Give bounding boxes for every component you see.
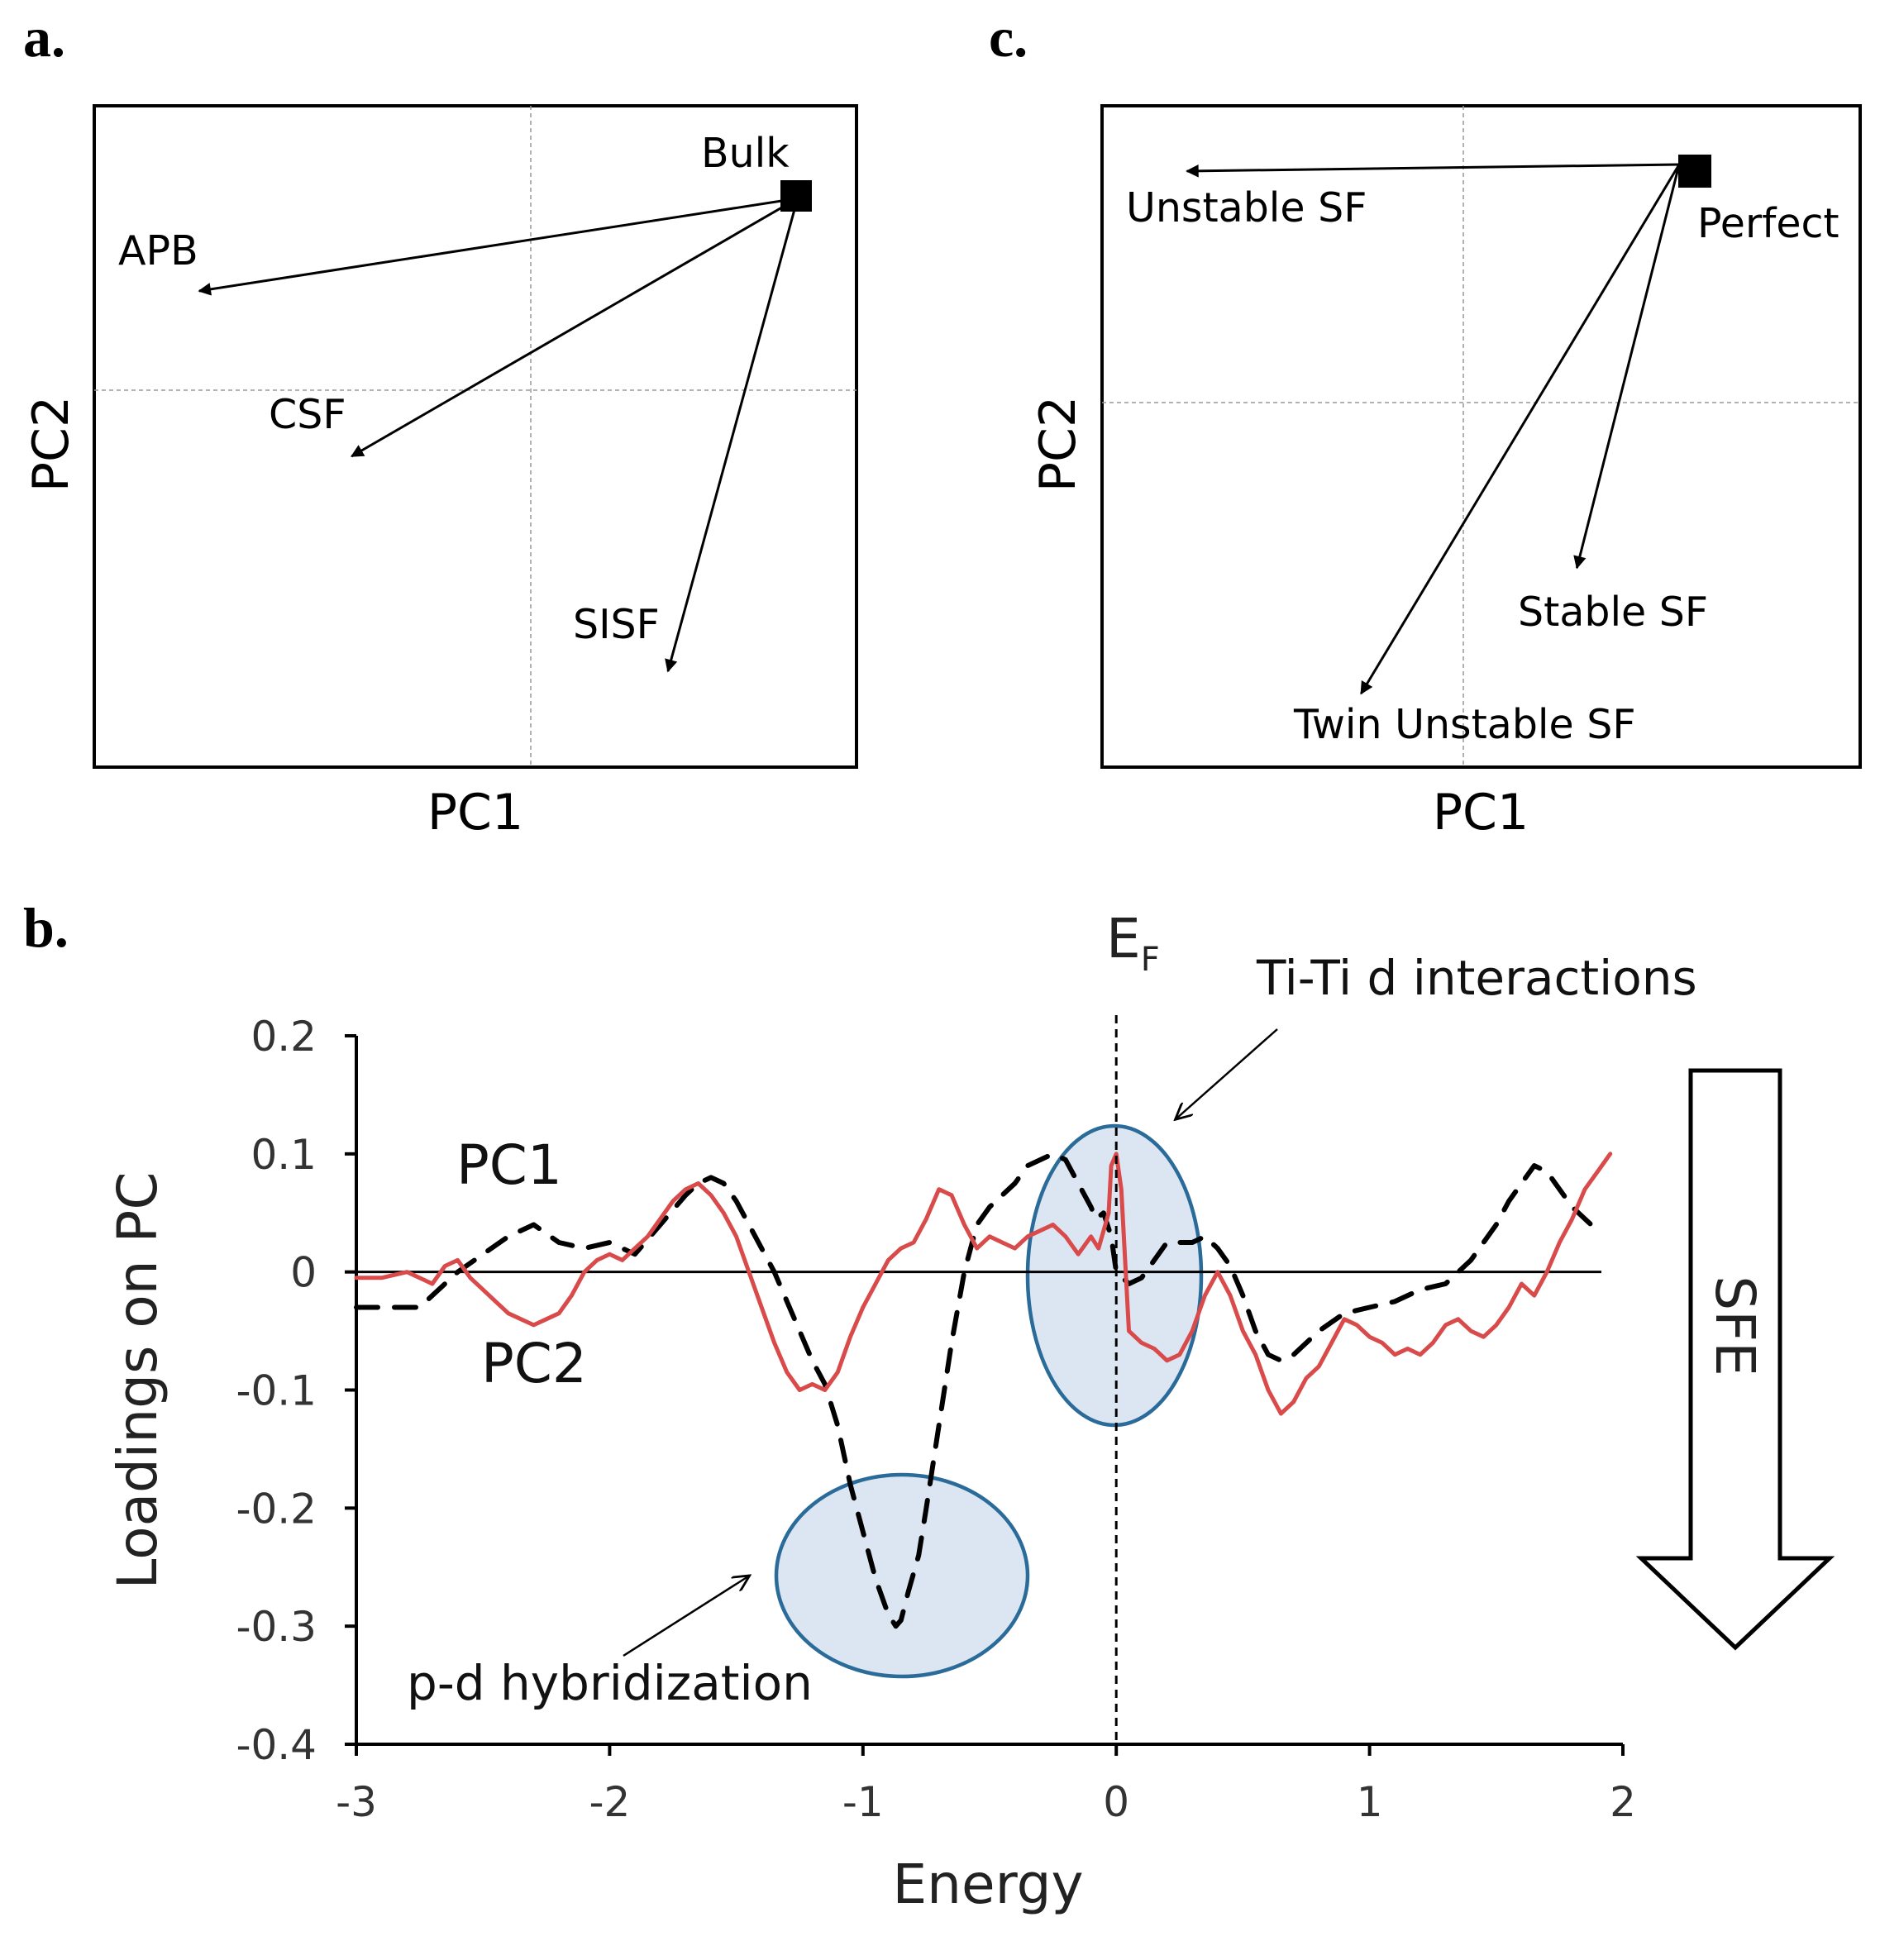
apb-label: APB (118, 227, 198, 274)
pd-hybridization-ellipse (774, 1472, 1030, 1679)
pd-hybridization-annotation: p-d hybridization (407, 1655, 813, 1711)
y-tick-label: 0.1 (251, 1131, 317, 1179)
pc2-series-label: PC2 (481, 1332, 587, 1395)
bulk-label: Bulk (701, 130, 790, 177)
y-tick-label: -0.2 (236, 1485, 317, 1533)
panel-c-frame (1100, 104, 1862, 769)
bulk-marker (780, 180, 812, 212)
stable-sf-arrow (1573, 164, 1681, 570)
fermi-level-e: E (1106, 907, 1141, 970)
sfe-arrow (1635, 1068, 1835, 1651)
pc1-series-label: PC1 (456, 1133, 562, 1197)
y-tick-label: -0.3 (236, 1603, 317, 1651)
twin-unstable-sf-arrow (1360, 164, 1681, 695)
csf-arrow (350, 197, 799, 458)
pc1-line (354, 1151, 1601, 1629)
panel-b: b. 0.2 0.1 0 -0.1 -0.2 -0.3 -0.4 -3 -2 -1 0 1 2 EF P… (23, 896, 1835, 1916)
y-tick-label: 0 (290, 1249, 317, 1297)
apb-arrow (198, 197, 798, 296)
sfe-label: SFE (1703, 1276, 1767, 1376)
csf-label: CSF (269, 391, 346, 438)
x-tick-label: 2 (1610, 1778, 1636, 1826)
sisf-label: SISF (573, 601, 660, 648)
y-tick-label: 0.2 (251, 1013, 317, 1061)
perfect-marker (1678, 155, 1711, 188)
y-tick-label: -0.4 (236, 1721, 317, 1769)
sisf-arrow (665, 198, 799, 673)
pc2-line (354, 1152, 1613, 1416)
panel-a-arrows (198, 197, 799, 673)
panel-b-series (354, 1151, 1613, 1629)
panel-a-xlabel: PC1 (427, 784, 523, 842)
x-tick-label: 1 (1357, 1778, 1383, 1826)
panel-a-letter: a. (23, 6, 65, 69)
y-tick-label: -0.1 (236, 1367, 317, 1415)
x-tick-label: 0 (1103, 1778, 1129, 1826)
perfect-label: Perfect (1697, 200, 1839, 247)
pd-hybridization-pointer (623, 1576, 748, 1657)
panel-b-axes: 0.2 0.1 0 -0.1 -0.2 -0.3 -0.4 -3 -2 -1 0 1 2 (236, 1013, 1635, 1826)
panel-c-ylabel: PC2 (1029, 396, 1087, 492)
ti-ti-pointer (1176, 1028, 1278, 1118)
stable-sf-label: Stable SF (1518, 589, 1708, 636)
panel-b-xlabel: Energy (892, 1853, 1083, 1916)
unstable-sf-label: Unstable SF (1126, 184, 1367, 231)
x-tick-label: -3 (336, 1778, 377, 1826)
x-tick-label: -1 (842, 1778, 884, 1826)
x-tick-label: -2 (589, 1778, 630, 1826)
fermi-level-label: EF (1106, 907, 1160, 979)
ti-ti-annotation: Ti-Ti d interactions (1256, 950, 1697, 1006)
panel-a: a. Bulk APB CSF SISF PC1 PC2 (22, 6, 858, 842)
panel-c-xlabel: PC1 (1433, 784, 1529, 842)
panel-a-ylabel: PC2 (22, 396, 80, 492)
panel-b-ylabel: Loadings on PC (106, 1172, 169, 1590)
fermi-level-subscript: F (1141, 941, 1160, 979)
panel-a-frame (93, 104, 858, 769)
ti-ti-ellipse (1025, 1123, 1204, 1428)
panel-c-arrows (1186, 163, 1681, 695)
panel-b-letter: b. (23, 896, 69, 959)
twin-unstable-sf-label: Twin Unstable SF (1293, 701, 1636, 748)
panel-c-letter: c. (989, 6, 1028, 69)
panel-c: c. Perfect Unstable SF Stable SF Twin Un… (989, 6, 1862, 842)
unstable-sf-arrow (1186, 163, 1680, 178)
